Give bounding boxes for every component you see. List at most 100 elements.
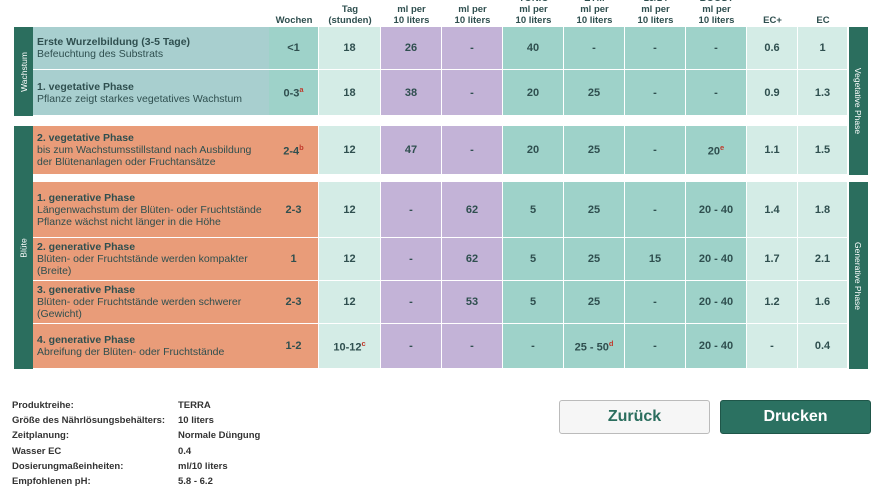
cell-weeks: 2-4b bbox=[269, 126, 319, 175]
cell-text: - bbox=[770, 340, 774, 352]
cell-value: - bbox=[409, 253, 413, 265]
cell-tonic: 40 bbox=[503, 27, 564, 70]
cell-text: - bbox=[653, 203, 657, 216]
cell-boost: - bbox=[686, 70, 747, 116]
phase-description: 3. generative Phase Blüten- oder Fruchtst… bbox=[33, 281, 269, 324]
cell-text: - bbox=[653, 340, 657, 352]
column-header-ml-a: ml per 10 liters bbox=[381, 0, 442, 26]
cell-text: 0.6 bbox=[764, 42, 780, 54]
cell-text: 0.4 bbox=[814, 340, 831, 352]
footnote-marker: c bbox=[361, 338, 366, 348]
cell-ml-b: - bbox=[442, 27, 503, 70]
section-bluete: Blüte bbox=[14, 126, 33, 369]
cell-value: 47 bbox=[405, 144, 417, 156]
column-header-line: TONIC bbox=[516, 0, 552, 4]
cell-value: 20 - 40 bbox=[699, 296, 733, 308]
cell-weeks: 1 bbox=[269, 238, 319, 281]
cell-text: - bbox=[409, 253, 413, 265]
column-header-line: 10 liters bbox=[454, 15, 491, 26]
cell-ml-a: 38 bbox=[381, 70, 442, 116]
cell-text: 25 bbox=[587, 86, 601, 99]
cell-value: 25 bbox=[588, 204, 600, 216]
cell-value: - bbox=[653, 42, 657, 54]
cell-text: 0-3 bbox=[283, 87, 300, 100]
cell-text: 25 bbox=[587, 144, 601, 156]
cell-ec-plus: 0.6 bbox=[747, 27, 798, 70]
cell-value: 20 bbox=[527, 87, 539, 99]
cell-ec-plus: 1.2 bbox=[747, 281, 798, 324]
phase-text: bis zum Wachstumsstillstand nach Ausbild… bbox=[37, 144, 252, 168]
cell-value: 2.1 bbox=[815, 253, 830, 265]
cell-day-hours: 18 bbox=[319, 27, 381, 70]
cell-day-hours: 12 bbox=[319, 238, 381, 281]
cell-zym: 25 - 50d bbox=[564, 324, 625, 369]
column-header-text: Tag (stunden) bbox=[328, 4, 371, 26]
cell-text: - bbox=[470, 42, 474, 54]
column-header-text: EC+ bbox=[763, 15, 782, 26]
cell-text: - bbox=[714, 42, 718, 54]
cell-value: 18 bbox=[343, 42, 355, 54]
cell-text: - bbox=[592, 42, 596, 54]
cell-value: 1.3 bbox=[815, 87, 830, 99]
cell-value: 0-3a bbox=[283, 85, 303, 100]
cell-text: - bbox=[470, 340, 474, 352]
phase-description: 2. generative Phase Blüten- oder Fruchtst… bbox=[33, 238, 269, 281]
phase-title: 2. vegetative Phase bbox=[37, 132, 134, 144]
footnote-marker: b bbox=[299, 142, 304, 152]
cell-value: 25 bbox=[588, 253, 600, 265]
cell-text: 20 - 40 bbox=[698, 340, 734, 352]
phase-title: Erste Wurzelbildung (3-5 Tage) bbox=[37, 36, 191, 48]
cell-text: 1.2 bbox=[764, 296, 780, 308]
info-row: Wasser EC 0.4 bbox=[12, 445, 192, 457]
column-header-line: 15/14 bbox=[638, 0, 674, 4]
column-header-ec: EC bbox=[798, 0, 848, 26]
cell-value: 38 bbox=[405, 87, 417, 99]
cell-value: 12 bbox=[343, 253, 355, 265]
cell-text: 26 bbox=[404, 42, 418, 54]
cell-text: 1.6 bbox=[814, 296, 831, 308]
cell-15-14: - bbox=[625, 281, 686, 324]
cell-ec-plus: 1.4 bbox=[747, 182, 798, 238]
footnote-marker: a bbox=[299, 85, 304, 95]
column-header-line: ml per bbox=[702, 4, 731, 15]
cell-text: 12 bbox=[343, 253, 356, 265]
cell-value: 20 - 40 bbox=[699, 204, 733, 216]
cell-value: <1 bbox=[287, 42, 300, 54]
column-header-line: ml per bbox=[641, 4, 670, 15]
column-header-line: 10 liters bbox=[393, 15, 430, 26]
cell-value: 25 - 50d bbox=[575, 339, 614, 354]
cell-value: 20 bbox=[527, 144, 539, 156]
cell-value: 18 bbox=[343, 87, 355, 99]
cell-ml-b: 53 bbox=[442, 281, 503, 324]
back-button[interactable]: Zurück bbox=[559, 400, 710, 434]
cell-ec: 1.6 bbox=[798, 281, 848, 324]
cell-text: - bbox=[653, 144, 657, 156]
cell-value: 12 bbox=[343, 204, 355, 216]
cell-value: 12 bbox=[343, 144, 355, 156]
cell-ec: 1 bbox=[798, 27, 848, 70]
cell-ml-a: 47 bbox=[381, 126, 442, 175]
print-button[interactable]: Drucken bbox=[720, 400, 871, 434]
cell-value: 1.8 bbox=[815, 204, 830, 216]
cell-ml-a: - bbox=[381, 238, 442, 281]
cell-text: 25 bbox=[587, 296, 601, 308]
cell-value: 1.2 bbox=[764, 296, 779, 308]
cell-value: 25 bbox=[588, 296, 600, 308]
phase-text: Pflanze zeigt starkes vegetatives Wachst… bbox=[37, 92, 243, 105]
cell-text: - bbox=[470, 86, 474, 99]
cell-text: 20 bbox=[707, 145, 721, 158]
cell-value: 26 bbox=[405, 42, 417, 54]
cell-weeks: 2-3 bbox=[269, 182, 319, 238]
cell-text: 62 bbox=[465, 203, 479, 216]
feeding-schedule-table: Wochen Tag (stunden) ml per 10 liters ml per 1… bbox=[14, 0, 868, 369]
cell-text: 1.4 bbox=[764, 203, 780, 216]
cell-value: 20 - 40 bbox=[699, 340, 733, 352]
cell-text: 12 bbox=[343, 203, 356, 216]
phase-description: Erste Wurzelbildung (3-5 Tage) Befeuchtun… bbox=[33, 27, 269, 70]
column-header-day-hours: Tag (stunden) bbox=[319, 0, 381, 26]
